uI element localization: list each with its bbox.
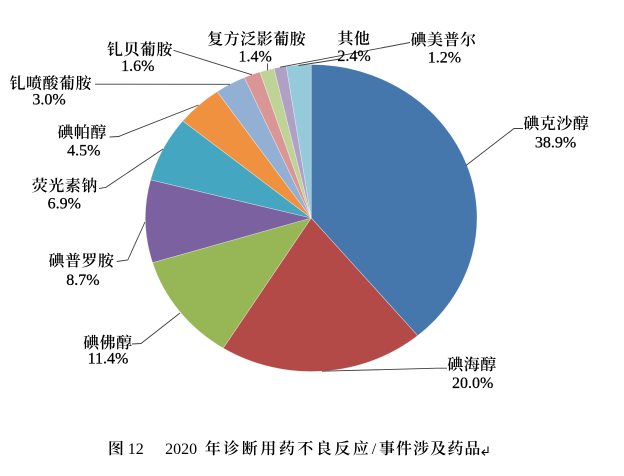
svg-text:12: 12 — [128, 441, 144, 458]
svg-text:6.9%: 6.9% — [48, 196, 81, 213]
svg-text:/: / — [372, 441, 377, 458]
svg-text:3.0%: 3.0% — [32, 92, 65, 109]
svg-text:2020: 2020 — [165, 441, 197, 458]
svg-text:38.9%: 38.9% — [535, 134, 576, 151]
svg-text:1.4%: 1.4% — [239, 49, 272, 66]
svg-text:8.7%: 8.7% — [66, 272, 99, 289]
svg-text:11.4%: 11.4% — [88, 351, 129, 368]
svg-text:4.5%: 4.5% — [67, 142, 100, 159]
svg-text:1.6%: 1.6% — [121, 58, 154, 75]
svg-text:1.2%: 1.2% — [428, 50, 461, 67]
svg-text:20.0%: 20.0% — [452, 375, 493, 392]
svg-text:2.4%: 2.4% — [337, 48, 370, 65]
